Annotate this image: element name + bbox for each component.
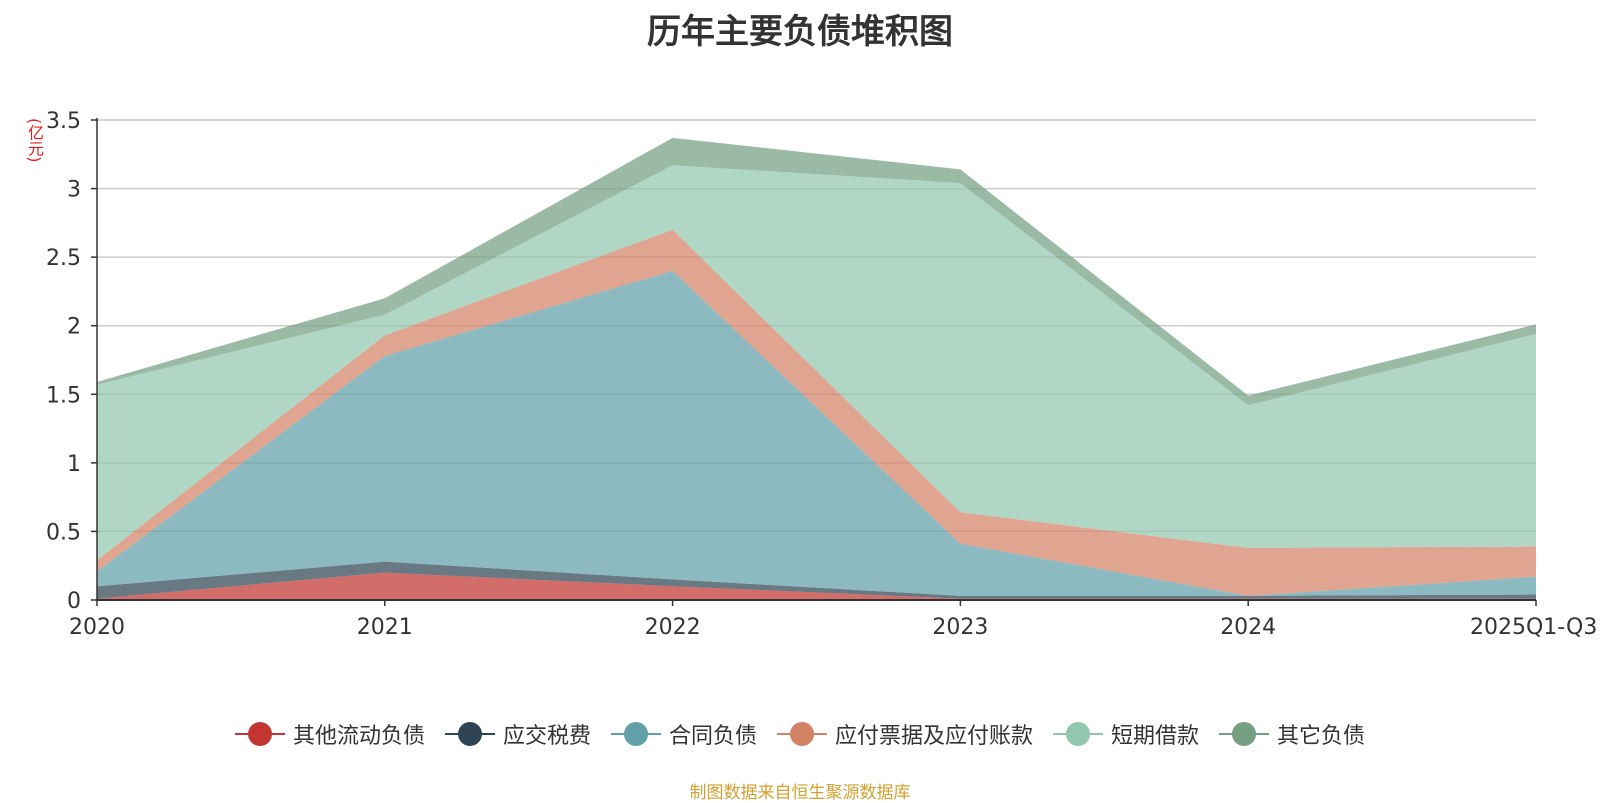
legend-label: 合同负债 bbox=[668, 724, 757, 749]
area-series-3 bbox=[97, 229, 1536, 596]
legend-item-3[interactable]: 应付票据及应付账款 bbox=[777, 718, 1033, 750]
legend-label: 其他流动负债 bbox=[292, 724, 425, 749]
x-tick-label: 2024 bbox=[1220, 615, 1276, 640]
y-tick-label: 0 bbox=[67, 589, 81, 614]
area-series-2 bbox=[97, 270, 1536, 596]
legend-marker-icon bbox=[777, 722, 827, 746]
legend-label: 应交税费 bbox=[502, 724, 591, 749]
legend-item-2[interactable]: 合同负债 bbox=[610, 718, 757, 750]
legend-marker-icon bbox=[234, 722, 285, 746]
area-series-1 bbox=[97, 561, 1536, 599]
source-note: 制图数据来自恒生聚源数据库 bbox=[689, 783, 911, 803]
y-tick-label: 2 bbox=[67, 315, 81, 340]
legend-marker-icon bbox=[444, 722, 495, 746]
area-series-4 bbox=[97, 165, 1536, 561]
x-tick-label: 2020 bbox=[69, 615, 125, 640]
y-tick-label: 2.5 bbox=[46, 246, 81, 271]
chart-legend: 其他流动负债 应交税费 合同负债 应付票据及应付账款 短期借款 其它负债 bbox=[0, 718, 1600, 750]
legend-item-0[interactable]: 其他流动负债 bbox=[234, 718, 425, 750]
legend-label: 短期借款 bbox=[1111, 724, 1200, 749]
y-tick-label: 3.5 bbox=[46, 109, 81, 134]
legend-marker-icon bbox=[1219, 722, 1270, 746]
x-tick-label: 2022 bbox=[645, 615, 701, 640]
x-tick-label: 2021 bbox=[357, 615, 413, 640]
legend-item-5[interactable]: 其它负债 bbox=[1219, 718, 1365, 750]
y-tick-label: 1.5 bbox=[46, 383, 81, 408]
y-tick-label: 0.5 bbox=[46, 520, 81, 545]
legend-label: 应付票据及应付账款 bbox=[835, 724, 1034, 749]
x-tick-label: 2025Q1-Q3 bbox=[1470, 615, 1597, 640]
y-axis-unit: (亿元) bbox=[25, 118, 44, 163]
legend-label: 其它负债 bbox=[1277, 724, 1366, 749]
x-tick-label: 2023 bbox=[932, 615, 988, 640]
legend-item-4[interactable]: 短期借款 bbox=[1053, 718, 1199, 750]
legend-item-1[interactable]: 应交税费 bbox=[444, 718, 591, 750]
y-tick-label: 1 bbox=[67, 452, 81, 477]
legend-marker-icon bbox=[610, 722, 661, 746]
legend-marker-icon bbox=[1053, 722, 1104, 746]
area-series-0 bbox=[97, 572, 1536, 600]
chart-title: 历年主要负债堆积图 bbox=[647, 12, 953, 52]
y-tick-label: 3 bbox=[67, 178, 81, 203]
